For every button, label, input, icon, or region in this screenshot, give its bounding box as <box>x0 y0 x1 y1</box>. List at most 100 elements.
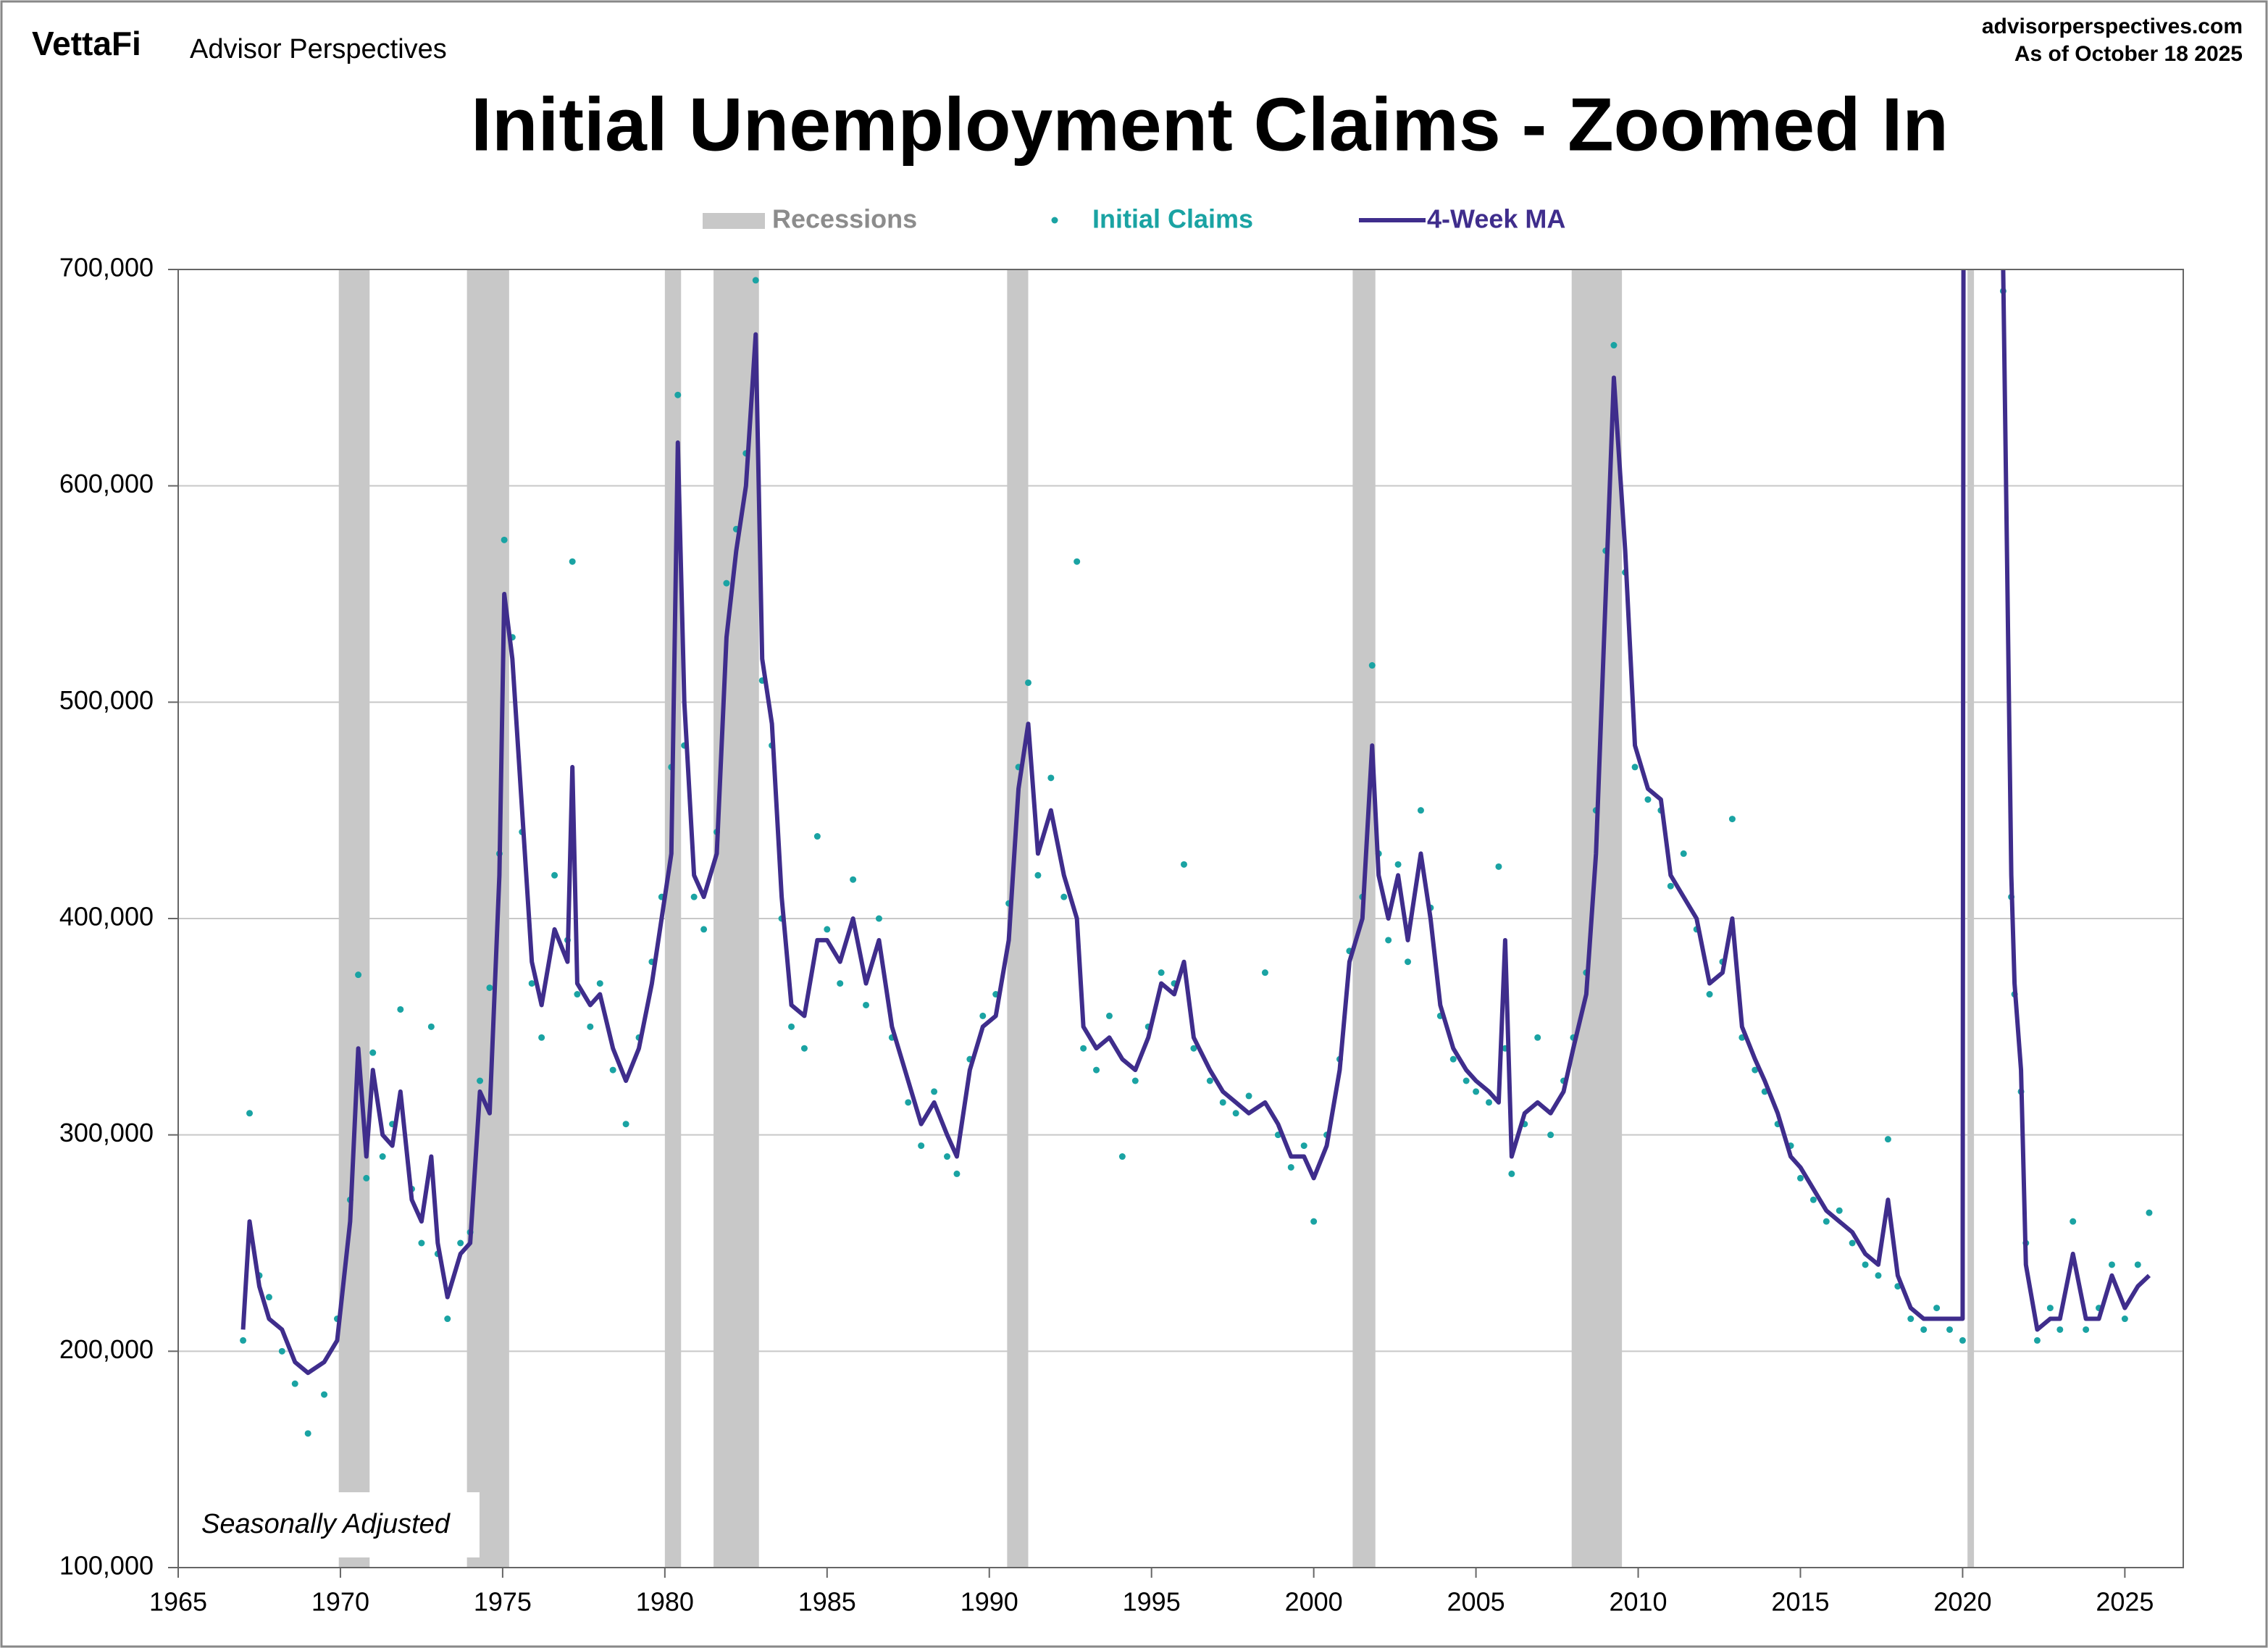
claims-point <box>788 1023 795 1030</box>
claims-point <box>1752 1066 1759 1074</box>
legend-swatch <box>1051 217 1058 224</box>
claims-point <box>2146 1209 2153 1216</box>
x-tick-label: 2020 <box>1933 1587 1991 1617</box>
claims-point <box>1547 1132 1554 1139</box>
legend-label: Recessions <box>772 204 917 234</box>
claims-point <box>1232 1110 1239 1117</box>
claims-point <box>1463 1077 1470 1084</box>
x-tick-label: 1965 <box>149 1587 207 1617</box>
claims-point <box>1287 1163 1294 1171</box>
claims-point <box>2108 1261 2115 1268</box>
claims-point <box>2056 1326 2064 1333</box>
claims-point <box>700 926 708 933</box>
claims-point <box>486 984 493 992</box>
claims-point <box>863 1001 870 1008</box>
claims-point <box>2121 1316 2128 1323</box>
claims-point <box>622 1121 629 1128</box>
claims-point <box>1190 1045 1197 1052</box>
y-tick-label: 700,000 <box>59 253 154 283</box>
claims-point <box>875 915 882 922</box>
claims-point <box>1300 1142 1307 1150</box>
claims-point <box>1405 958 1412 966</box>
claims-point <box>501 536 508 543</box>
claims-point <box>2033 1337 2041 1344</box>
claims-point <box>246 1110 254 1117</box>
recession-band <box>714 269 759 1568</box>
publisher: Advisor Perspectives <box>190 34 447 64</box>
site: advisorperspectives.com <box>1982 14 2243 38</box>
claims-point <box>1946 1326 1954 1333</box>
claims-point <box>1862 1261 1869 1268</box>
claims-point <box>1610 342 1618 349</box>
x-tick-label: 1970 <box>311 1587 369 1617</box>
claims-point <box>2134 1261 2141 1268</box>
x-tick-label: 2000 <box>1285 1587 1343 1617</box>
claims-point <box>1667 882 1674 890</box>
claims-point <box>1796 1174 1804 1181</box>
y-tick-label: 600,000 <box>59 469 154 498</box>
y-tick-label: 200,000 <box>59 1334 154 1364</box>
claims-point <box>1486 1099 1493 1106</box>
claims-point <box>800 1045 808 1052</box>
y-tick-label: 300,000 <box>59 1118 154 1147</box>
claims-point <box>944 1153 951 1160</box>
claims-point <box>1809 1196 1817 1203</box>
claims-point <box>1728 816 1736 823</box>
claims-point <box>444 1316 451 1323</box>
claims-point <box>1261 969 1268 976</box>
claims-point <box>1310 1218 1318 1225</box>
claims-point <box>1093 1066 1100 1074</box>
claims-point <box>1105 1012 1113 1019</box>
claims-point <box>2046 1305 2054 1312</box>
claims-point <box>674 391 682 398</box>
claims-point <box>752 277 759 284</box>
recession-band <box>466 269 509 1568</box>
claims-point <box>1473 1088 1480 1095</box>
x-tick-label: 2025 <box>2096 1587 2154 1617</box>
claims-point <box>979 1012 987 1019</box>
x-tick-label: 2015 <box>1771 1587 1829 1617</box>
claims-point <box>240 1337 247 1344</box>
brand: VettaFi <box>32 25 141 62</box>
x-tick-label: 1990 <box>961 1587 1018 1617</box>
chart-title: Initial Unemployment Claims - Zoomed In <box>471 83 1949 167</box>
claims-point <box>2083 1326 2090 1333</box>
claims-point <box>265 1294 272 1301</box>
claims-point <box>1158 969 1165 976</box>
claims-point <box>1706 991 1713 998</box>
recession-band <box>338 269 370 1568</box>
claims-point <box>1884 1136 1891 1143</box>
claims-point <box>1680 850 1687 857</box>
y-tick-label: 500,000 <box>59 685 154 715</box>
x-tick-label: 2010 <box>1609 1587 1667 1617</box>
claims-point <box>304 1430 311 1437</box>
ma-line <box>240 269 2151 1376</box>
claims-point <box>1385 937 1392 944</box>
claims-point <box>1823 1218 1830 1225</box>
claims-point <box>1933 1305 1941 1312</box>
legend-label: Initial Claims <box>1092 204 1253 234</box>
claims-point <box>528 980 535 987</box>
claims-point <box>363 1174 370 1181</box>
claims-point <box>1024 679 1032 686</box>
claims-point <box>1959 1337 1966 1344</box>
claims-point <box>538 1034 545 1041</box>
claims-point <box>1180 861 1187 868</box>
x-tick-label: 1975 <box>474 1587 532 1617</box>
legend-swatch <box>703 213 765 229</box>
claims-point <box>1875 1272 1882 1279</box>
claims-point <box>837 980 844 987</box>
claims-point <box>1508 1170 1515 1177</box>
claims-point <box>850 876 857 883</box>
claims-point <box>355 971 362 979</box>
claims-point <box>1417 807 1424 814</box>
claims-point <box>379 1153 386 1160</box>
clipped-plot <box>240 269 2153 1568</box>
claims-point <box>1534 1034 1541 1041</box>
claims-point <box>1836 1207 1843 1214</box>
claims-point <box>477 1077 484 1084</box>
x-tick-label: 1995 <box>1123 1587 1181 1617</box>
claims-point <box>397 1005 404 1013</box>
